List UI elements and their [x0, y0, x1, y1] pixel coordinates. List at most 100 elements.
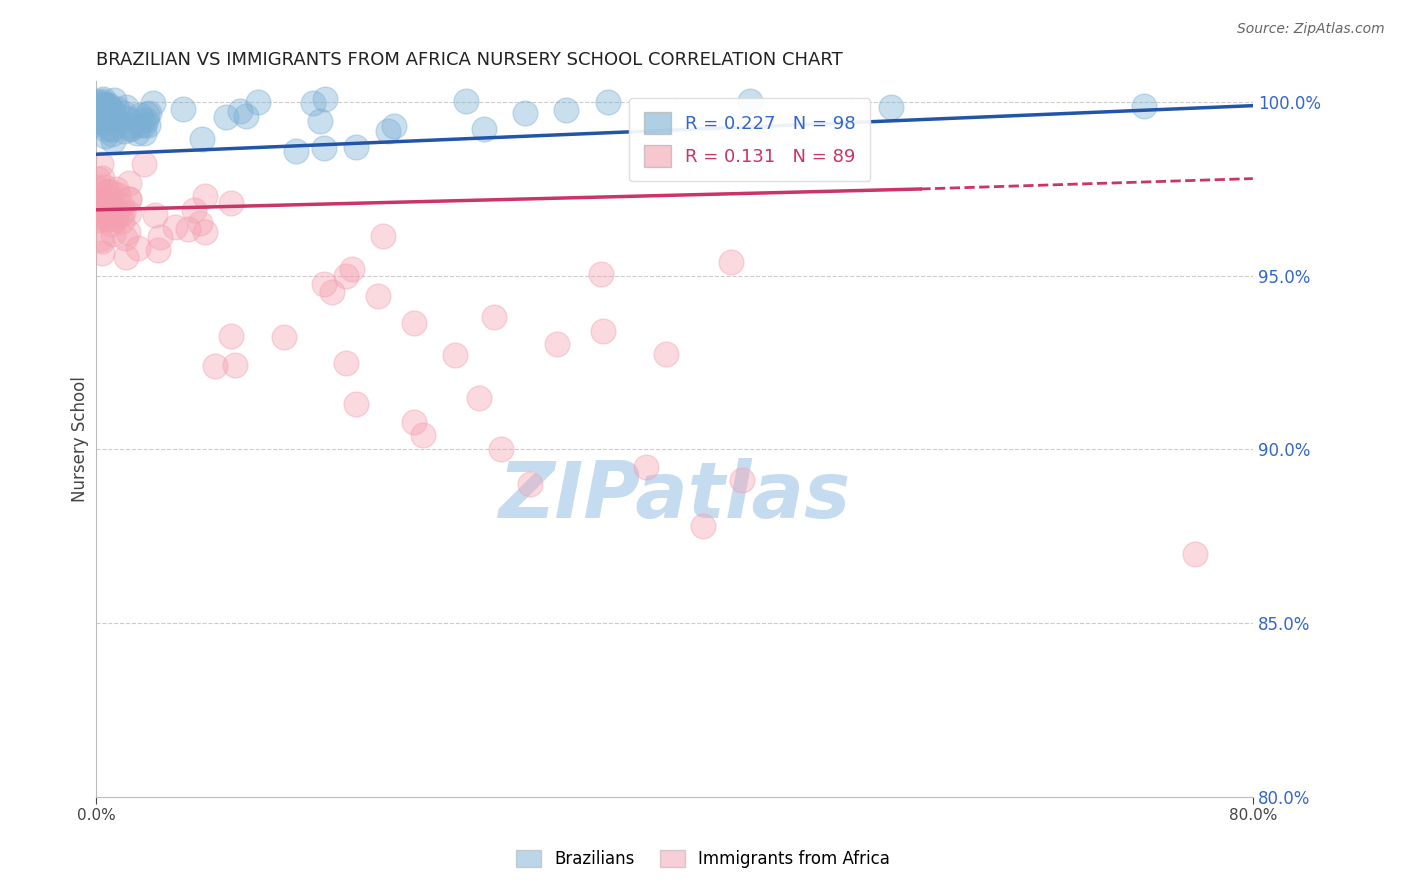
Point	[692, 518, 714, 533]
Point	[148, 243, 170, 257]
Point	[86, 117, 108, 131]
Point	[91, 113, 114, 128]
Point	[100, 218, 122, 232]
Point	[110, 213, 132, 227]
Point	[191, 132, 214, 146]
Point	[105, 103, 128, 117]
Point	[100, 194, 122, 209]
Point	[321, 285, 343, 299]
Point	[90, 204, 112, 219]
Point	[247, 95, 270, 110]
Point	[96, 202, 118, 217]
Point	[143, 208, 166, 222]
Point	[89, 109, 111, 123]
Point	[176, 222, 198, 236]
Point	[103, 93, 125, 107]
Point	[97, 108, 120, 122]
Point	[118, 176, 141, 190]
Point	[90, 94, 112, 108]
Point	[89, 232, 111, 246]
Point	[91, 101, 114, 115]
Point	[382, 120, 405, 134]
Point	[120, 118, 142, 132]
Point	[138, 106, 160, 120]
Point	[117, 225, 139, 239]
Point	[596, 95, 619, 110]
Point	[91, 245, 114, 260]
Point	[89, 113, 111, 128]
Point	[149, 230, 172, 244]
Point	[219, 196, 242, 211]
Point	[125, 126, 148, 140]
Point	[87, 213, 110, 227]
Point	[377, 124, 399, 138]
Point	[367, 289, 389, 303]
Point	[104, 212, 127, 227]
Point	[738, 94, 761, 108]
Point	[468, 391, 491, 405]
Point	[87, 108, 110, 122]
Point	[112, 106, 135, 120]
Point	[132, 118, 155, 132]
Point	[194, 225, 217, 239]
Point	[105, 208, 128, 222]
Point	[112, 110, 135, 124]
Point	[129, 108, 152, 122]
Point	[101, 103, 124, 117]
Point	[412, 428, 434, 442]
Point	[554, 103, 576, 117]
Point	[132, 113, 155, 128]
Point	[89, 207, 111, 221]
Point	[100, 185, 122, 199]
Point	[100, 105, 122, 120]
Point	[97, 190, 120, 204]
Point	[89, 101, 111, 115]
Point	[235, 109, 257, 123]
Point	[101, 127, 124, 141]
Text: ZIPatlas: ZIPatlas	[498, 458, 851, 534]
Point	[101, 227, 124, 241]
Point	[100, 122, 122, 136]
Point	[86, 197, 108, 211]
Point	[142, 96, 165, 111]
Point	[115, 112, 138, 126]
Point	[634, 459, 657, 474]
Point	[93, 106, 115, 120]
Point	[89, 97, 111, 112]
Point	[97, 100, 120, 114]
Point	[118, 193, 141, 207]
Point	[132, 157, 155, 171]
Point	[94, 103, 117, 117]
Point	[312, 141, 335, 155]
Point	[93, 106, 115, 120]
Point	[183, 203, 205, 218]
Point	[94, 104, 117, 119]
Point	[118, 192, 141, 206]
Point	[101, 110, 124, 124]
Point	[94, 179, 117, 194]
Point	[314, 92, 336, 106]
Point	[89, 157, 111, 171]
Point	[655, 347, 678, 361]
Text: Source: ZipAtlas.com: Source: ZipAtlas.com	[1237, 22, 1385, 37]
Point	[1133, 98, 1156, 112]
Point	[215, 110, 238, 124]
Point	[135, 112, 157, 127]
Point	[219, 329, 242, 343]
Point	[346, 397, 368, 411]
Point	[94, 101, 117, 115]
Point	[127, 241, 149, 255]
Point	[731, 473, 754, 487]
Point	[96, 185, 118, 199]
Point	[404, 415, 426, 429]
Point	[90, 104, 112, 119]
Point	[302, 95, 325, 110]
Point	[93, 109, 115, 123]
Point	[93, 101, 115, 115]
Point	[93, 210, 115, 224]
Point	[86, 104, 108, 119]
Point	[118, 206, 141, 220]
Point	[591, 267, 613, 281]
Point	[880, 100, 903, 114]
Point	[93, 100, 115, 114]
